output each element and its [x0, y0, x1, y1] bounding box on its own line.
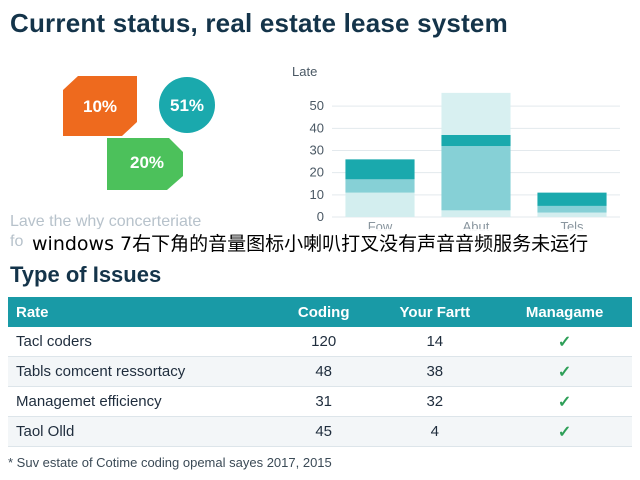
bar-segment: [537, 192, 607, 206]
managame-cell: ✓: [497, 356, 632, 387]
managame-cell: ✓: [497, 386, 632, 417]
table-row: Taol Olld 45 4 ✓: [8, 416, 632, 447]
y-tick-label: 20: [310, 165, 324, 180]
row-name-cell: Tabls comcent ressortacy: [8, 356, 275, 387]
check-icon: ✓: [557, 333, 572, 351]
your-fartt-cell: 4: [372, 416, 498, 447]
section-title: Type of Issues: [10, 262, 162, 287]
bar-segment: [441, 210, 511, 217]
your-fartt-cell: 14: [372, 327, 498, 357]
bar-segment: [537, 205, 607, 213]
footnote: * Suv estate of Cotime coding opemal say…: [8, 455, 332, 470]
row-name-cell: Taol Olld: [8, 416, 275, 447]
orange-hexagon-shape: [63, 76, 137, 136]
row-name-cell: Tacl coders: [8, 327, 275, 357]
managame-cell: ✓: [497, 327, 632, 357]
shape-orange-hexagon: 10%: [63, 76, 137, 136]
shape-label-10: 10%: [83, 97, 117, 116]
teal-circle-shape: [159, 77, 215, 133]
bar-segment: [441, 146, 511, 211]
bar-segment: [441, 92, 511, 135]
coding-cell: 31: [274, 386, 373, 417]
y-tick-label: 50: [310, 98, 324, 113]
check-icon: ✓: [557, 423, 572, 441]
managame-cell: ✓: [497, 416, 632, 447]
your-fartt-cell: 32: [372, 386, 498, 417]
bar-segment: [345, 159, 415, 180]
column-header-rate[interactable]: Rate: [8, 297, 275, 327]
green-hexagon-shape: [107, 138, 183, 190]
coding-cell: 120: [274, 327, 373, 357]
faded-caption-line-1: Lave the why concerteriate: [10, 213, 202, 230]
y-axis-label: Late: [292, 64, 317, 79]
y-tick-label: 10: [310, 187, 324, 202]
page-title: Current status, real estate lease system: [10, 8, 508, 38]
shape-teal-circle: 51%: [159, 77, 215, 133]
issues-table: Rate Coding Your Fartt Managame Tacl cod…: [8, 297, 632, 447]
y-tick-label: 0: [317, 209, 324, 224]
y-tick-label: 30: [310, 143, 324, 158]
your-fartt-cell: 38: [372, 356, 498, 387]
table-row: Tacl coders 120 14 ✓: [8, 327, 632, 357]
table-row: Managemet efficiency 31 32 ✓: [8, 386, 632, 417]
y-tick-label: 40: [310, 120, 324, 135]
overlay-caption: windows 7右下角的音量图标小喇叭打叉没有声音音频服务未运行: [30, 229, 591, 256]
bar-segment: [345, 192, 415, 217]
check-icon: ✓: [557, 393, 572, 411]
shape-label-51: 51%: [170, 96, 204, 115]
column-header-your-fartt[interactable]: Your Fartt: [372, 297, 498, 327]
table-header-row: Rate Coding Your Fartt Managame: [8, 297, 632, 327]
bar-segment: [345, 179, 415, 193]
coding-cell: 48: [274, 356, 373, 387]
column-header-coding[interactable]: Coding: [274, 297, 373, 327]
faded-caption-line-2: fo: [10, 233, 24, 250]
check-icon: ✓: [557, 363, 572, 381]
coding-cell: 45: [274, 416, 373, 447]
shape-green-hexagon: 20%: [107, 138, 183, 190]
table-row: Tabls comcent ressortacy 48 38 ✓: [8, 356, 632, 387]
bar-segment: [441, 134, 511, 147]
percentage-shapes: 10% 51% 20%: [63, 76, 215, 190]
shape-label-20: 20%: [130, 153, 164, 172]
row-name-cell: Managemet efficiency: [8, 386, 275, 417]
bar-segment: [537, 212, 607, 217]
column-header-managame[interactable]: Managame: [497, 297, 632, 327]
